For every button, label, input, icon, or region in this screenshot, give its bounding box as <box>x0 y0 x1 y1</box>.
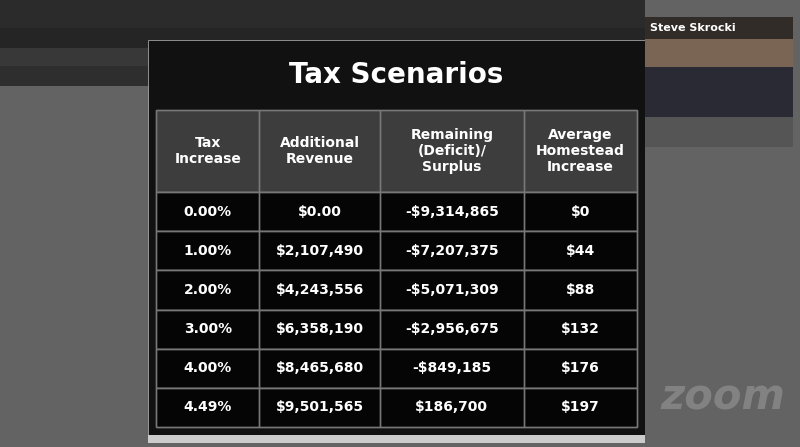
Text: $2,107,490: $2,107,490 <box>275 244 363 258</box>
Bar <box>0 28 664 48</box>
Bar <box>524 388 637 427</box>
Bar <box>0 48 664 66</box>
Text: -$9,314,865: -$9,314,865 <box>405 205 498 219</box>
Bar <box>156 110 259 192</box>
Text: -$2,956,675: -$2,956,675 <box>405 322 498 336</box>
Bar <box>524 231 637 270</box>
Bar <box>380 270 524 309</box>
Text: -$5,071,309: -$5,071,309 <box>405 283 498 297</box>
Bar <box>156 231 637 270</box>
Bar <box>645 17 793 39</box>
Bar <box>259 110 380 192</box>
Bar <box>524 110 637 192</box>
Text: 4.00%: 4.00% <box>183 361 232 375</box>
Bar <box>645 17 793 117</box>
Bar <box>380 388 524 427</box>
Text: $186,700: $186,700 <box>415 401 488 414</box>
Text: 3.00%: 3.00% <box>184 322 232 336</box>
Bar <box>645 17 793 147</box>
Text: -$849,185: -$849,185 <box>412 361 491 375</box>
Bar <box>524 270 637 309</box>
Text: $197: $197 <box>561 401 600 414</box>
Bar <box>148 435 645 443</box>
Bar <box>156 192 637 231</box>
Text: $132: $132 <box>561 322 600 336</box>
Text: 2.00%: 2.00% <box>183 283 232 297</box>
Bar <box>156 110 637 192</box>
Bar <box>380 349 524 388</box>
Bar <box>259 270 380 309</box>
Bar <box>380 231 524 270</box>
Bar <box>259 231 380 270</box>
Bar <box>0 0 800 28</box>
Bar <box>259 349 380 388</box>
Text: Tax Scenarios: Tax Scenarios <box>290 61 504 89</box>
Bar <box>156 349 637 388</box>
Text: $4,243,556: $4,243,556 <box>275 283 364 297</box>
Bar <box>259 388 380 427</box>
Bar <box>156 349 259 388</box>
Bar <box>156 309 637 349</box>
Bar <box>156 192 259 231</box>
Bar <box>156 231 259 270</box>
Bar <box>156 388 637 427</box>
Bar <box>156 270 637 309</box>
Bar <box>524 349 637 388</box>
Text: 0.00%: 0.00% <box>184 205 232 219</box>
Text: Additional
Revenue: Additional Revenue <box>279 136 359 166</box>
Text: $6,358,190: $6,358,190 <box>275 322 363 336</box>
Text: $88: $88 <box>566 283 595 297</box>
Bar <box>0 66 664 86</box>
Bar <box>524 192 637 231</box>
Text: Steve Skrocki: Steve Skrocki <box>650 23 736 33</box>
Bar <box>380 110 524 192</box>
Text: $176: $176 <box>561 361 600 375</box>
Text: 1.00%: 1.00% <box>183 244 232 258</box>
Text: Tax
Increase: Tax Increase <box>174 136 241 166</box>
Text: $9,501,565: $9,501,565 <box>275 401 364 414</box>
Text: $44: $44 <box>566 244 595 258</box>
Text: 4.49%: 4.49% <box>183 401 232 414</box>
Bar <box>259 309 380 349</box>
Text: -$7,207,375: -$7,207,375 <box>405 244 498 258</box>
Text: $0.00: $0.00 <box>298 205 342 219</box>
Text: $0: $0 <box>570 205 590 219</box>
Bar <box>645 0 800 447</box>
Bar <box>645 67 793 117</box>
Bar <box>380 192 524 231</box>
Bar <box>380 309 524 349</box>
Bar <box>259 192 380 231</box>
Bar <box>156 309 259 349</box>
Bar <box>156 270 259 309</box>
Text: Average
Homestead
Increase: Average Homestead Increase <box>536 128 625 174</box>
Text: zoom: zoom <box>660 377 785 419</box>
Text: $8,465,680: $8,465,680 <box>275 361 364 375</box>
Bar <box>524 309 637 349</box>
Bar <box>148 40 645 435</box>
Bar <box>156 388 259 427</box>
Text: Remaining
(Deficit)/
Surplus: Remaining (Deficit)/ Surplus <box>410 128 494 174</box>
